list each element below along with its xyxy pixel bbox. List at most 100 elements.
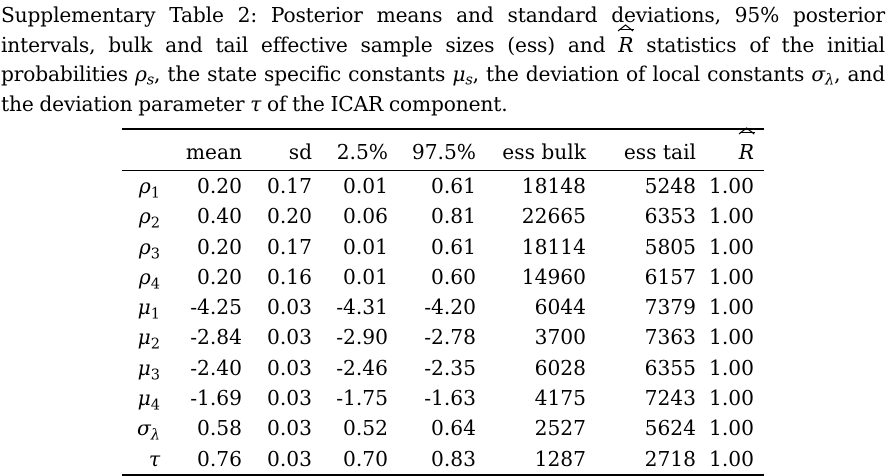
table-cell: -4.31 <box>336 295 388 320</box>
parameter-symbol: μ1 <box>137 295 160 323</box>
table-cell: 6355 <box>644 355 696 380</box>
table-cell: -2.90 <box>336 325 388 350</box>
table-cell: 22665 <box>521 204 586 229</box>
table-cell: 2527 <box>534 416 586 441</box>
table-row: ρ1 0.20 0.17 0.01 0.61 18148 5248 1.00 <box>122 171 764 202</box>
table-row: μ2 -2.84 0.03 -2.90 -2.78 3700 7363 1.00 <box>122 322 764 352</box>
caption-text-1: Posterior means and standard deviations,… <box>1 3 886 57</box>
table-cell: 6028 <box>534 355 586 380</box>
parameter-symbol: μ2 <box>137 325 160 353</box>
table-cell: -2.84 <box>190 325 242 350</box>
parameter-symbol: ρ2 <box>138 204 160 232</box>
table-cell: 0.03 <box>267 446 312 471</box>
table-cell: 1.00 <box>709 446 754 471</box>
table-cell: 0.76 <box>197 446 242 471</box>
table-cell: 0.03 <box>267 416 312 441</box>
table-cell: -2.40 <box>190 355 242 380</box>
table-cell: 7379 <box>644 295 696 320</box>
rhat-symbol: R <box>617 23 635 61</box>
caption-text-4: , the deviation of local constants <box>472 62 805 86</box>
table-cell: 14960 <box>521 264 586 289</box>
column-header: sd <box>288 140 312 164</box>
results-table: mean sd 2.5% 97.5% ess bulk ess tail R ρ1 0.20 0… <box>122 127 764 476</box>
table-cell: 7363 <box>644 325 696 350</box>
rho-symbol: ρs <box>135 62 155 89</box>
table-cell: 1.00 <box>709 355 754 380</box>
table-row: μ3 -2.40 0.03 -2.46 -2.35 6028 6355 1.00 <box>122 353 764 383</box>
column-header <box>122 130 162 171</box>
table-cell: 0.20 <box>197 264 242 289</box>
caption-text-3: , the state specific constants <box>154 62 446 86</box>
table-cell: 1.00 <box>709 174 754 198</box>
table-cell: -2.78 <box>424 325 476 350</box>
table-cell: 0.03 <box>267 325 312 350</box>
table-cell: 0.03 <box>267 295 312 320</box>
column-header: 2.5% <box>336 140 388 164</box>
mu-symbol: μs <box>452 62 473 89</box>
table-cell: 6044 <box>534 295 586 320</box>
table-cell: 0.81 <box>431 204 476 229</box>
table-cell: 6353 <box>644 204 696 229</box>
table-cell: 1.00 <box>709 204 754 229</box>
caption-text-5: , <box>834 62 841 86</box>
parameter-symbol: μ4 <box>137 386 160 414</box>
table-row: μ1 -4.25 0.03 -4.31 -4.20 6044 7379 1.00 <box>122 292 764 322</box>
table-cell: 1.00 <box>709 325 754 350</box>
table-cell: 1.00 <box>709 264 754 289</box>
table-cell: -1.75 <box>336 386 388 411</box>
sigma-symbol: σλ <box>811 62 835 89</box>
table-cell: 0.16 <box>267 264 312 289</box>
table-row: ρ2 0.40 0.20 0.06 0.81 22665 6353 1.00 <box>122 201 764 231</box>
table-cell: 0.01 <box>343 174 388 198</box>
column-header: ess tail <box>623 140 696 164</box>
table-cell: -1.69 <box>190 386 242 411</box>
table-cell: -4.25 <box>190 295 242 320</box>
rhat-header-symbol: R <box>738 127 756 170</box>
table-cell: 0.60 <box>431 264 476 289</box>
table-cell: 6157 <box>644 264 696 289</box>
table-cell: 1.00 <box>709 295 754 320</box>
table-row: μ4 -1.69 0.03 -1.75 -1.63 4175 7243 1.00 <box>122 383 764 413</box>
table-row: σλ 0.58 0.03 0.52 0.64 2527 5624 1.00 <box>122 413 764 443</box>
header-row: mean sd 2.5% 97.5% ess bulk ess tail R <box>122 127 764 171</box>
parameter-symbol: μ3 <box>137 355 160 384</box>
table-cell: 5624 <box>644 416 696 441</box>
parameter-symbol: ρ3 <box>138 234 160 262</box>
caption-text-7: of the ICAR component. <box>266 91 508 116</box>
caption-text-6: and the deviation parameter <box>1 62 885 116</box>
table-cell: -4.20 <box>424 295 476 320</box>
table-cell: 2718 <box>644 446 696 471</box>
table-cell: 1.00 <box>709 234 754 259</box>
table-cell: 0.20 <box>197 174 242 198</box>
table-cell: -1.63 <box>424 386 476 411</box>
table-cell: 1287 <box>534 446 586 471</box>
table-cell: -2.46 <box>336 355 388 380</box>
table-cell: 0.61 <box>431 174 476 198</box>
caption-label: Supplementary Table 2: <box>1 3 257 27</box>
table-cell: 3700 <box>534 325 586 350</box>
table-caption: Supplementary Table 2: Posterior means a… <box>1 1 885 119</box>
table-cell: 0.70 <box>343 446 388 471</box>
column-header: 97.5% <box>411 140 476 164</box>
table-cell: 0.20 <box>197 234 242 259</box>
parameter-symbol: σλ <box>137 416 160 444</box>
table-cell: 7243 <box>644 386 696 411</box>
column-header: ess bulk <box>502 140 586 164</box>
table-cell: 0.17 <box>267 174 312 198</box>
table-cell: 0.83 <box>431 446 476 471</box>
table-row: τ 0.76 0.03 0.70 0.83 1287 2718 1.00 <box>122 444 764 474</box>
table-cell: 0.17 <box>267 234 312 259</box>
table-cell: 4175 <box>534 386 586 411</box>
table-cell: 1.00 <box>709 386 754 411</box>
table-cell: 0.01 <box>343 234 388 259</box>
column-header: R <box>696 127 764 171</box>
top-rule <box>122 128 764 130</box>
table-cell: 0.20 <box>267 204 312 229</box>
table-cell: 0.01 <box>343 264 388 289</box>
hat-accent-icon <box>617 23 634 31</box>
table-cell: 0.52 <box>343 416 388 441</box>
table-cell: 5248 <box>644 174 696 198</box>
table-cell: 0.06 <box>343 204 388 229</box>
table-row: ρ4 0.20 0.16 0.01 0.60 14960 6157 1.00 <box>122 262 764 292</box>
table-cell: 5805 <box>644 234 696 259</box>
